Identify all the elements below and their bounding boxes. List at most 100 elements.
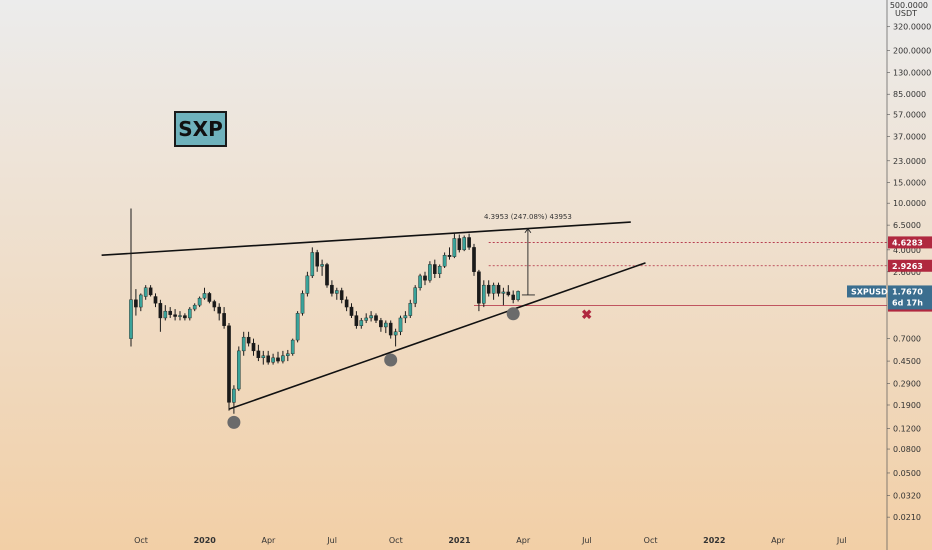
- time-axis[interactable]: Oct 2020 Apr Jul Oct 2021 Apr Jul Oct 2022 Apr Jul: [134, 536, 846, 545]
- candle-body[interactable]: [310, 252, 315, 277]
- candle-body[interactable]: [236, 350, 241, 390]
- candle-body[interactable]: [330, 284, 334, 294]
- candle-body[interactable]: [320, 264, 324, 267]
- candle-body[interactable]: [413, 287, 418, 304]
- candle-body[interactable]: [408, 303, 413, 316]
- candle-body[interactable]: [442, 255, 447, 267]
- candle-body[interactable]: [325, 264, 329, 286]
- candle-body[interactable]: [349, 306, 354, 316]
- candle-body[interactable]: [403, 315, 408, 319]
- level-price-tag: [888, 259, 932, 272]
- price-tick-label: 0.0320: [893, 492, 921, 501]
- candle-body[interactable]: [501, 291, 506, 294]
- candle-body[interactable]: [482, 284, 486, 304]
- pivot-dot: [227, 415, 241, 429]
- candle-body[interactable]: [138, 294, 143, 308]
- candle-body[interactable]: [305, 275, 310, 294]
- measure-label: 4.3953 (247.08%) 43953: [484, 213, 572, 221]
- candle-body[interactable]: [472, 247, 476, 272]
- candle-body[interactable]: [266, 355, 271, 363]
- candle-body[interactable]: [516, 291, 520, 300]
- candle-body[interactable]: [300, 293, 305, 314]
- candle-body[interactable]: [418, 275, 422, 288]
- candle-body[interactable]: [232, 388, 236, 403]
- candle-body[interactable]: [379, 320, 383, 328]
- lower-support-trendline[interactable]: [228, 262, 646, 410]
- candle-body[interactable]: [148, 287, 153, 296]
- candle-body[interactable]: [315, 252, 320, 267]
- candle-body[interactable]: [437, 266, 442, 274]
- time-tick-label: 2022: [703, 536, 725, 545]
- candle-body[interactable]: [129, 299, 133, 339]
- candle-body[interactable]: [251, 342, 256, 352]
- candle-body[interactable]: [276, 357, 280, 362]
- candle-body[interactable]: [261, 355, 266, 359]
- candle-body[interactable]: [222, 313, 226, 326]
- candle-body[interactable]: [158, 303, 163, 319]
- candle-body[interactable]: [227, 325, 231, 403]
- candle-body[interactable]: [496, 284, 501, 294]
- price-tick-label: 15.0000: [893, 179, 926, 188]
- price-tick-label: 85.0000: [893, 90, 926, 99]
- candle-body[interactable]: [462, 237, 467, 251]
- candle-body[interactable]: [428, 264, 432, 281]
- candle-body[interactable]: [246, 336, 251, 344]
- candle-body[interactable]: [183, 315, 187, 319]
- candle-body[interactable]: [344, 299, 349, 308]
- candle-body[interactable]: [506, 291, 511, 296]
- candle-body[interactable]: [457, 238, 462, 251]
- upper-resistance-trendline[interactable]: [101, 221, 631, 257]
- candle-body[interactable]: [354, 315, 359, 326]
- candle-body[interactable]: [364, 317, 369, 321]
- candle-body[interactable]: [339, 290, 344, 300]
- candle-body[interactable]: [388, 322, 393, 336]
- candle-body[interactable]: [447, 255, 452, 257]
- time-tick-label: 2021: [448, 536, 471, 545]
- candle-body[interactable]: [374, 315, 378, 321]
- candle-body[interactable]: [286, 353, 290, 356]
- price-tick-label: 23.0000: [893, 157, 926, 166]
- candle-body[interactable]: [207, 293, 212, 302]
- candle-body[interactable]: [511, 294, 516, 300]
- candle-body[interactable]: [134, 299, 138, 308]
- candle-body[interactable]: [168, 310, 173, 315]
- candle-body[interactable]: [393, 331, 398, 336]
- candle-body[interactable]: [173, 314, 177, 317]
- candle-body[interactable]: [452, 238, 457, 257]
- candle-body[interactable]: [477, 271, 481, 304]
- price-tick-label: 0.0800: [893, 445, 921, 454]
- candle-body[interactable]: [369, 315, 373, 319]
- candle-body[interactable]: [163, 310, 168, 319]
- candle-body[interactable]: [295, 313, 300, 341]
- candle-body[interactable]: [491, 284, 496, 294]
- candle-body[interactable]: [486, 284, 491, 294]
- candle-body[interactable]: [398, 317, 403, 332]
- candle-body[interactable]: [384, 322, 388, 328]
- candle-body[interactable]: [281, 355, 285, 362]
- candle-body[interactable]: [256, 350, 261, 359]
- candle-body[interactable]: [197, 297, 202, 306]
- time-tick-label: Jul: [326, 536, 337, 545]
- candle-body[interactable]: [187, 308, 192, 319]
- candle-body[interactable]: [359, 320, 364, 326]
- candle-body[interactable]: [202, 293, 207, 299]
- candle-body[interactable]: [192, 304, 197, 310]
- candle-body[interactable]: [153, 296, 158, 304]
- candle-body[interactable]: [143, 287, 148, 297]
- candle-body[interactable]: [241, 336, 246, 352]
- candle-body[interactable]: [290, 339, 295, 354]
- candle-body[interactable]: [433, 264, 437, 274]
- candle-body[interactable]: [217, 306, 222, 314]
- time-tick-label: Jul: [581, 536, 592, 545]
- candle-body[interactable]: [467, 237, 471, 248]
- candle-body[interactable]: [212, 301, 217, 308]
- candle-body[interactable]: [271, 357, 275, 363]
- price-tick-label: 0.1900: [893, 401, 921, 410]
- candle-body[interactable]: [423, 275, 427, 281]
- candle-body[interactable]: [335, 290, 339, 294]
- candle-body[interactable]: [178, 315, 182, 317]
- candles-layer[interactable]: [129, 208, 520, 414]
